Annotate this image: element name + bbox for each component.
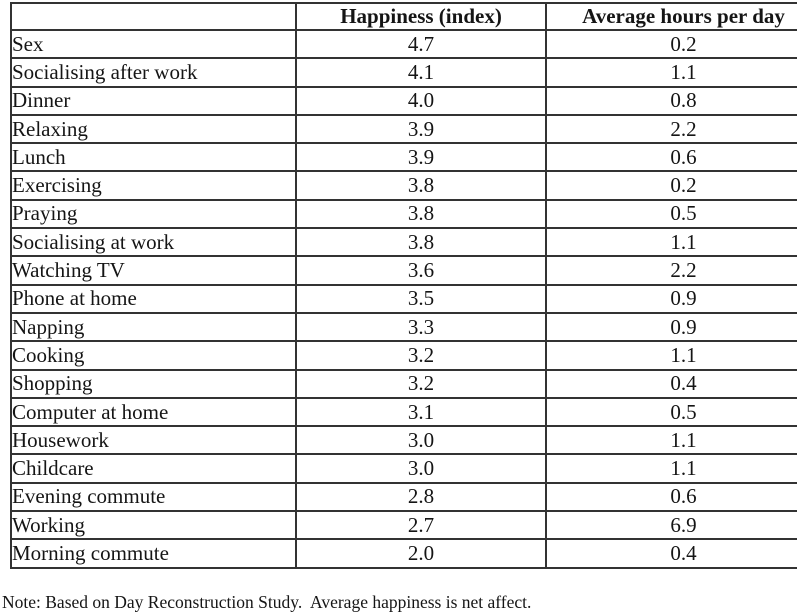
- table-row: Socialising after work 4.1 1.1: [10, 57, 797, 88]
- activity-cell: Childcare: [10, 453, 297, 484]
- happiness-cell: 3.8: [295, 170, 547, 201]
- table-row: Computer at home 3.1 0.5: [10, 396, 797, 428]
- hours-cell: 1.1: [545, 453, 797, 484]
- happiness-cell: 3.8: [295, 227, 547, 258]
- happiness-cell: 3.3: [295, 311, 547, 343]
- happiness-cell: 2.0: [295, 538, 547, 569]
- table-row: Cooking 3.2 1.1: [10, 340, 797, 371]
- hours-cell: 0.6: [545, 481, 797, 513]
- activity-cell: Evening commute: [10, 481, 297, 513]
- table-row: Socialising at work 3.8 1.1: [10, 227, 797, 258]
- happiness-cell: 3.0: [295, 453, 547, 484]
- activity-cell: Dinner: [10, 85, 297, 116]
- table-row: Evening commute 2.8 0.6: [10, 481, 797, 513]
- happiness-by-activity-table: Happiness (index) Average hours per day …: [10, 2, 797, 569]
- happiness-cell: 3.8: [295, 198, 547, 230]
- activity-cell: Socialising at work: [10, 227, 297, 258]
- hours-cell: 6.9: [545, 510, 797, 541]
- hours-cell: 0.4: [545, 538, 797, 569]
- hours-cell: 1.1: [545, 227, 797, 258]
- activity-cell: Shopping: [10, 368, 297, 399]
- hours-cell: 1.1: [545, 340, 797, 371]
- activity-cell: Sex: [10, 28, 297, 60]
- happiness-cell: 3.9: [295, 113, 547, 145]
- happiness-cell: 3.2: [295, 368, 547, 399]
- table-row: Working 2.7 6.9: [10, 510, 797, 541]
- happiness-cell: 3.1: [295, 396, 547, 428]
- table-row: Dinner 4.0 0.8: [10, 85, 797, 116]
- happiness-cell: 3.5: [295, 283, 547, 314]
- table-row: Napping 3.3 0.9: [10, 311, 797, 343]
- happiness-cell: 4.0: [295, 85, 547, 116]
- hours-cell: 1.1: [545, 425, 797, 456]
- activity-cell: Exercising: [10, 170, 297, 201]
- activity-cell: Napping: [10, 311, 297, 343]
- table-row: Sex 4.7 0.2: [10, 28, 797, 60]
- hours-cell: 0.2: [545, 28, 797, 60]
- table-note: Note: Based on Day Reconstruction Study.…: [2, 592, 532, 612]
- hours-cell: 2.2: [545, 113, 797, 145]
- hours-cell: 0.5: [545, 396, 797, 428]
- activity-cell: Relaxing: [10, 113, 297, 145]
- happiness-cell: 2.8: [295, 481, 547, 513]
- activity-cell: Cooking: [10, 340, 297, 371]
- activity-cell: Housework: [10, 425, 297, 456]
- table-row: Morning commute 2.0 0.4: [10, 538, 797, 569]
- activity-column-header: [10, 2, 297, 31]
- table-body: Sex 4.7 0.2 Socialising after work 4.1 1.1 Din…: [10, 28, 797, 569]
- activity-cell: Phone at home: [10, 283, 297, 314]
- activity-cell: Computer at home: [10, 396, 297, 428]
- hours-cell: 2.2: [545, 255, 797, 286]
- happiness-cell: 3.9: [295, 142, 547, 173]
- hours-cell: 0.4: [545, 368, 797, 399]
- table-row: Shopping 3.2 0.4: [10, 368, 797, 399]
- activity-cell: Lunch: [10, 142, 297, 173]
- hours-cell: 0.6: [545, 142, 797, 173]
- table-row: Phone at home 3.5 0.9: [10, 283, 797, 314]
- happiness-cell: 2.7: [295, 510, 547, 541]
- activity-cell: Praying: [10, 198, 297, 230]
- hours-cell: 0.9: [545, 311, 797, 343]
- table-row: Childcare 3.0 1.1: [10, 453, 797, 484]
- hours-column-header: Average hours per day: [545, 2, 797, 31]
- happiness-cell: 3.0: [295, 425, 547, 456]
- table-row: Exercising 3.8 0.2: [10, 170, 797, 201]
- happiness-column-header: Happiness (index): [295, 2, 547, 31]
- hours-cell: 1.1: [545, 57, 797, 88]
- table-row: Housework 3.0 1.1: [10, 425, 797, 456]
- hours-cell: 0.8: [545, 85, 797, 116]
- happiness-cell: 3.6: [295, 255, 547, 286]
- activity-cell: Watching TV: [10, 255, 297, 286]
- happiness-cell: 3.2: [295, 340, 547, 371]
- table-container: Happiness (index) Average hours per day …: [10, 2, 797, 569]
- table-row: Watching TV 3.6 2.2: [10, 255, 797, 286]
- hours-cell: 0.2: [545, 170, 797, 201]
- activity-cell: Working: [10, 510, 297, 541]
- table-row: Praying 3.8 0.5: [10, 198, 797, 230]
- activity-cell: Socialising after work: [10, 57, 297, 88]
- header-row: Happiness (index) Average hours per day: [10, 2, 797, 31]
- activity-cell: Morning commute: [10, 538, 297, 569]
- happiness-cell: 4.1: [295, 57, 547, 88]
- hours-cell: 0.5: [545, 198, 797, 230]
- happiness-cell: 4.7: [295, 28, 547, 60]
- table-row: Lunch 3.9 0.6: [10, 142, 797, 173]
- table-row: Relaxing 3.9 2.2: [10, 113, 797, 145]
- hours-cell: 0.9: [545, 283, 797, 314]
